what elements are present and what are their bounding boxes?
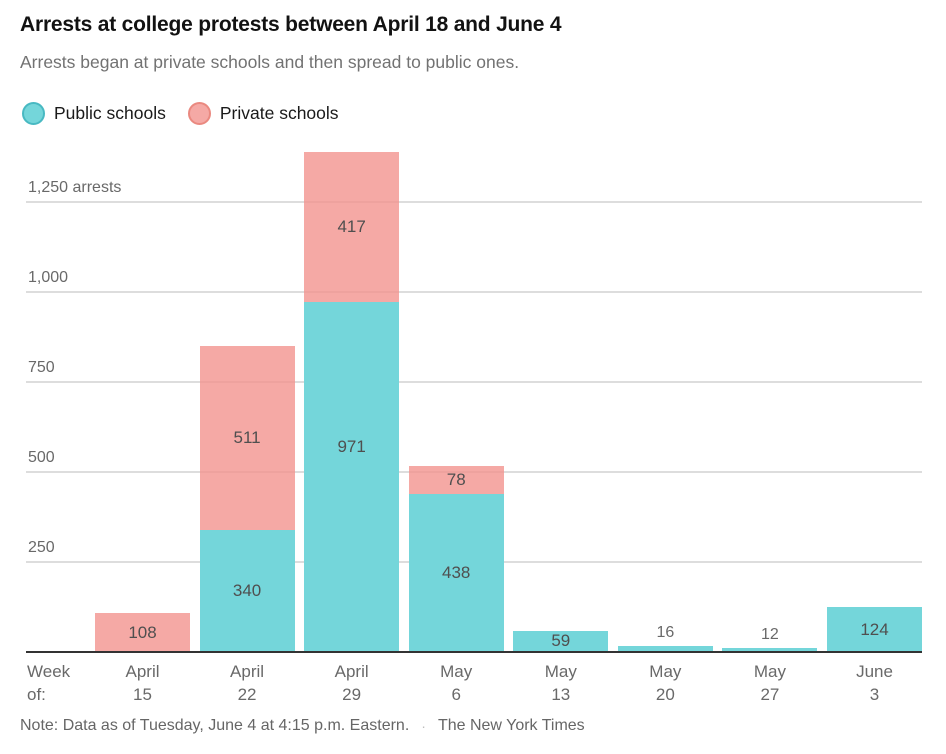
bar-public-may-27 (722, 647, 818, 652)
legend-item-private: Private schools (187, 102, 339, 125)
legend-item-public: Public schools (22, 102, 166, 125)
x-tick-april-29: April 29 (334, 662, 369, 704)
chart-subtitle: Arrests began at private schools and the… (20, 52, 520, 72)
separator-dot-icon: · (421, 718, 426, 734)
value-label-public-may-20: 16 (656, 624, 675, 642)
private-schools-swatch-icon (187, 102, 211, 125)
source-credit: The New York Times (437, 717, 585, 734)
legend: Public schools Private schools (22, 102, 339, 125)
value-label-public-may-27: 12 (761, 625, 779, 643)
y-tick-label-500: 500 (28, 449, 55, 466)
gridline-750 (26, 381, 922, 383)
value-label-public-april-29: 971 (337, 437, 366, 457)
footnote-text: Note: Data as of Tuesday, June 4 at 4:15… (20, 717, 410, 734)
value-label-public-june-3: 124 (860, 619, 889, 639)
value-label-private-april-29: 417 (337, 217, 366, 237)
bar-public-may-6 (408, 494, 504, 652)
value-label-private-may-6: 78 (446, 470, 466, 490)
legend-label-public: Public schools (54, 103, 166, 123)
bar-public-april-22 (199, 529, 295, 652)
gridline-1250 (26, 201, 922, 203)
public-schools-swatch-icon (22, 102, 45, 125)
footnote: Note: Data as of Tuesday, June 4 at 4:15… (20, 717, 585, 735)
legend-label-private: Private schools (219, 103, 339, 123)
x-tick-may-20: May 20 (649, 662, 682, 704)
gridline-1000 (26, 291, 922, 293)
value-label-private-april-15: 108 (128, 622, 157, 642)
bar-public-june-3 (827, 607, 922, 652)
x-tick-may-27: May 27 (753, 662, 786, 704)
bar-private-april-15 (95, 613, 190, 652)
bar-private-april-22 (199, 345, 295, 530)
value-label-public-may-13: 59 (551, 631, 571, 651)
chart-title: Arrests at college protests between Apri… (20, 13, 562, 36)
x-axis-line (26, 651, 922, 653)
x-tick-april-22: April 22 (230, 662, 265, 704)
bar-private-may-6 (408, 466, 504, 495)
x-tick-may-6: May 6 (440, 662, 473, 704)
y-tick-label-750: 750 (28, 359, 55, 376)
x-tick-may-13: May 13 (544, 662, 577, 704)
bar-public-april-29 (304, 302, 400, 652)
value-label-public-april-22: 340 (232, 580, 262, 600)
x-tick-june-3: June 3 (856, 662, 893, 704)
x-axis-prefix: Week of: (27, 662, 71, 704)
bar-public-may-13 (513, 630, 609, 652)
value-label-private-april-22: 511 (233, 427, 261, 447)
bar-private-april-29 (304, 152, 400, 303)
y-tick-label-250: 250 (28, 539, 55, 556)
value-label-public-may-6: 438 (442, 563, 471, 583)
x-tick-april-15: April 15 (125, 662, 160, 704)
y-tick-label-1250: 1,250 arrests (28, 179, 122, 196)
y-tick-label-1000: 1,000 (28, 269, 69, 286)
bar-public-may-20 (617, 646, 713, 652)
